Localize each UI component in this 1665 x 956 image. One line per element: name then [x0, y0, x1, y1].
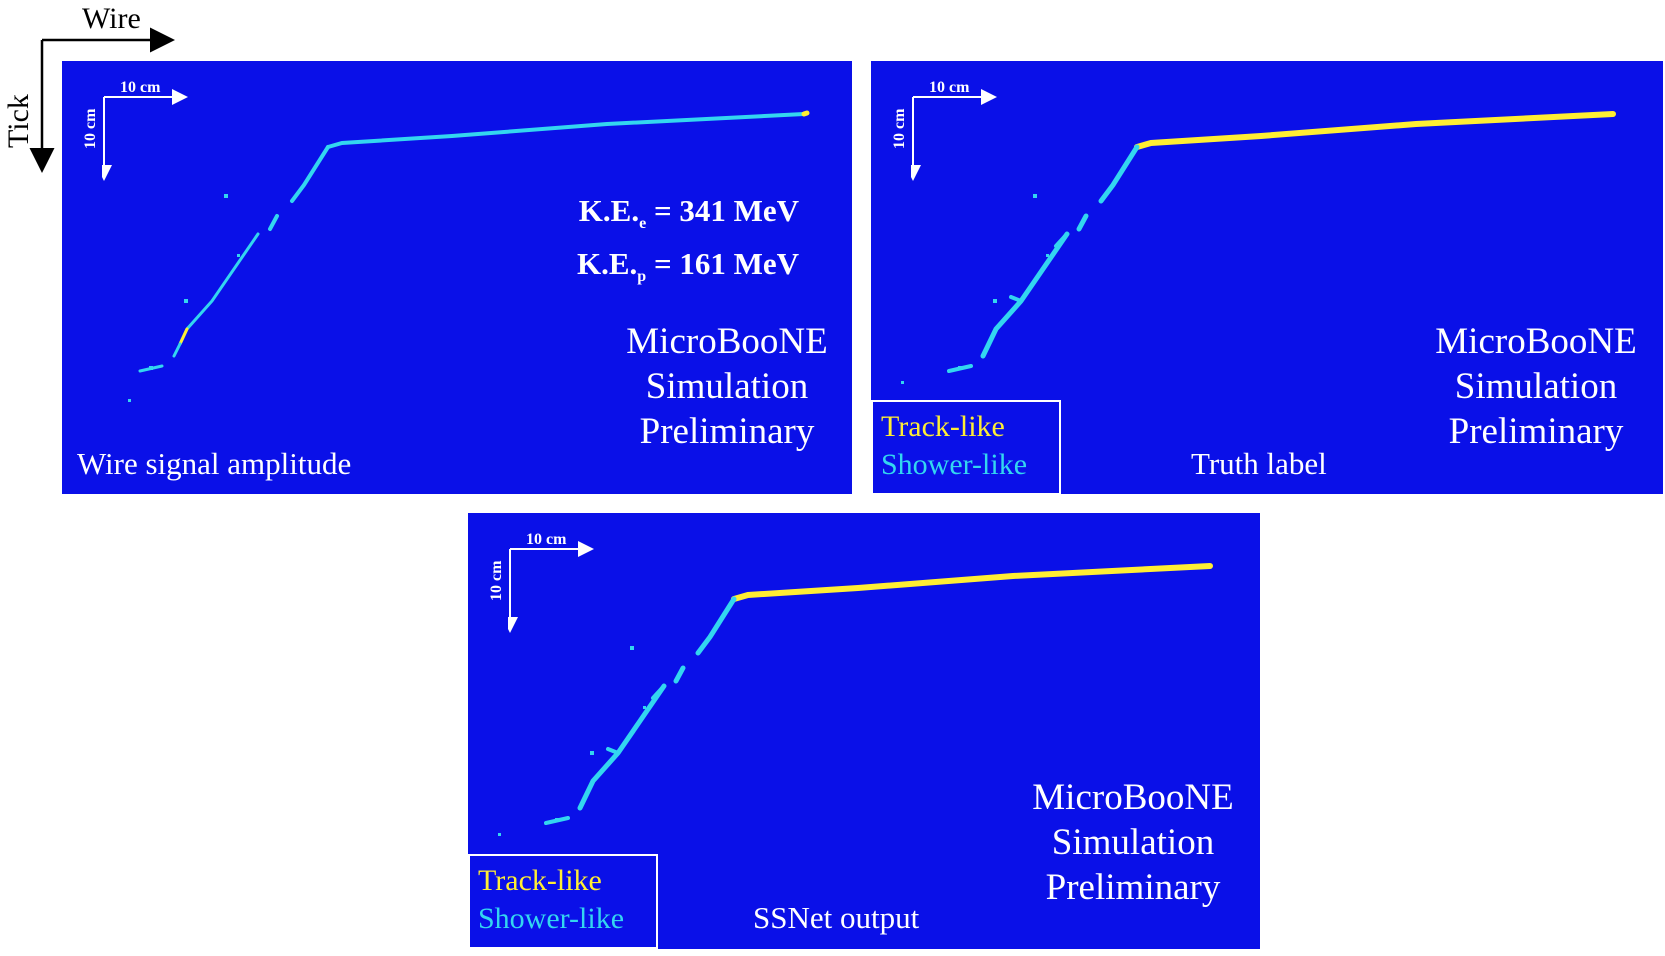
event-display-wire: [128, 110, 810, 402]
axis-indicator: Wire Tick: [0, 0, 200, 180]
panel-ssnet-output: 10 cm 10 cm MicroBooNE Simulation Prelim…: [468, 513, 1260, 949]
scale-arrows: [502, 541, 594, 633]
legend-track-like: Track-like: [881, 410, 1005, 443]
legend: Track-like Shower-like: [871, 400, 1061, 494]
kinetic-energy-proton: K.E.p = 161 MeV: [577, 246, 800, 286]
panel-wire-signal: 10 cm 10 cm K.E.e = 341 MeV K.E.p = 161 …: [62, 61, 852, 494]
scale-horizontal-label: 10 cm: [929, 79, 970, 96]
panel-caption: Truth label: [1191, 446, 1327, 481]
scale-bar: 10 cm 10 cm: [891, 79, 1031, 205]
kinetic-energy-electron: K.E.e = 341 MeV: [578, 193, 800, 233]
scale-horizontal-label: 10 cm: [120, 79, 161, 96]
scale-arrows: [905, 89, 997, 181]
wire-axis-label: Wire: [82, 2, 141, 35]
event-display-truth: [901, 111, 1616, 384]
legend-shower-like: Shower-like: [478, 902, 625, 935]
scale-bar: 10 cm 10 cm: [82, 79, 222, 205]
panel-caption: SSNet output: [753, 900, 920, 935]
microboone-watermark: MicroBooNE Simulation Preliminary: [626, 321, 828, 452]
legend: Track-like Shower-like: [468, 854, 658, 949]
event-display-ssnet: [498, 563, 1213, 836]
microboone-watermark: MicroBooNE Simulation Preliminary: [1435, 321, 1637, 452]
legend-shower-like: Shower-like: [881, 448, 1028, 481]
panel-truth-label: 10 cm 10 cm MicroBooNE Simulation Prelim…: [871, 61, 1663, 494]
axis-arrows: [29, 27, 175, 173]
scale-vertical-label: 10 cm: [891, 108, 908, 149]
microboone-watermark: MicroBooNE Simulation Preliminary: [1032, 777, 1234, 908]
tick-axis-label: Tick: [2, 94, 35, 148]
scale-vertical-label: 10 cm: [82, 108, 99, 149]
kinetic-energy-block: K.E.e = 341 MeV K.E.p = 161 MeV: [577, 191, 799, 297]
legend-track-like: Track-like: [478, 864, 602, 897]
scale-bar: 10 cm 10 cm: [488, 531, 628, 657]
panel-caption: Wire signal amplitude: [77, 446, 352, 481]
scale-arrows: [96, 89, 188, 181]
scale-horizontal-label: 10 cm: [526, 531, 567, 548]
scale-vertical-label: 10 cm: [488, 560, 505, 601]
